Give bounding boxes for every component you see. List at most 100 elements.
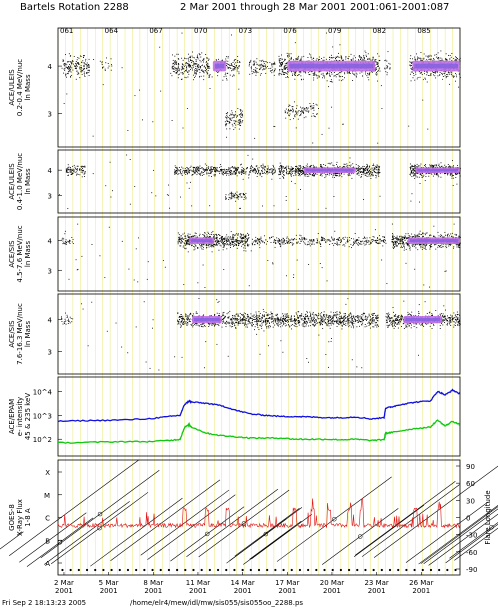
scatter-point: [69, 69, 71, 71]
scatter-point: [413, 245, 415, 247]
scatter-point: [344, 72, 346, 74]
scatter-point: [258, 170, 260, 172]
scatter-point: [230, 169, 231, 171]
scatter-point: [283, 177, 285, 178]
scatter-point: [342, 79, 344, 81]
scatter-point: [237, 241, 239, 243]
scatter-point: [300, 165, 301, 167]
scatter-point: [214, 234, 215, 236]
scatter-point: [67, 208, 69, 210]
scatter-point: [451, 74, 453, 76]
scatter-point: [204, 286, 206, 288]
scatter-point: [159, 46, 161, 48]
scatter-point: [197, 166, 199, 168]
scatter-point: [415, 247, 417, 249]
scatter-point: [384, 68, 386, 70]
title-daterange: 2 Mar 2001 through 28 Mar 2001: [180, 2, 346, 13]
scatter-point: [177, 232, 179, 234]
scatter-point: [336, 59, 338, 61]
scatter-point: [431, 166, 433, 167]
scatter-point: [363, 172, 365, 174]
scatter-point: [332, 173, 334, 175]
scatter-point: [191, 170, 193, 172]
scatter-point: [355, 242, 357, 244]
scatter-point: [80, 71, 82, 73]
scatter-point: [312, 113, 314, 115]
scatter-point: [261, 176, 263, 178]
scatter-point: [196, 54, 198, 56]
panel-ylabel: 0.2-0.4 MeV/nuc: [16, 59, 24, 116]
scatter-point: [212, 230, 214, 232]
scatter-point: [354, 74, 356, 76]
scatter-point: [234, 63, 235, 65]
scatter-point: [424, 180, 426, 182]
scatter-point: [224, 168, 225, 170]
scatter-point: [226, 136, 228, 138]
scatter-point: [302, 170, 303, 172]
scatter-point: [425, 176, 427, 178]
panel-ylabel: ln Mass: [24, 241, 32, 268]
scatter-point: [278, 58, 280, 60]
scatter-point: [296, 171, 298, 173]
scatter-point: [391, 223, 393, 225]
scatter-point: [431, 164, 433, 166]
scatter-point: [312, 164, 314, 166]
scatter-point: [230, 172, 232, 173]
scatter-point: [201, 172, 203, 174]
scatter-point: [181, 57, 183, 59]
scatter-point: [194, 171, 196, 173]
scatter-point: [307, 107, 309, 109]
scatter-point: [264, 68, 266, 70]
scatter-point: [82, 166, 84, 168]
scatter-point: [244, 247, 246, 249]
scatter-point: [342, 76, 344, 77]
scatter-point: [195, 169, 197, 171]
scatter-point: [362, 165, 364, 167]
scatter-point: [379, 70, 381, 72]
scatter-point: [280, 172, 281, 174]
scatter-point: [313, 173, 315, 175]
scatter-point: [369, 237, 371, 239]
scatter-point: [243, 199, 245, 200]
scatter-point: [71, 169, 73, 171]
scatter-point: [370, 171, 372, 173]
scatter-point: [373, 236, 375, 238]
scatter-point: [176, 170, 178, 172]
scatter-point: [68, 69, 70, 71]
scatter-point: [180, 173, 182, 175]
scatter-point: [80, 67, 82, 69]
scatter-point: [351, 59, 353, 61]
scatter-point: [272, 164, 274, 166]
scatter-point: [453, 165, 454, 167]
scatter-point: [329, 73, 331, 75]
scatter-point: [283, 67, 285, 69]
scatter-point: [328, 86, 330, 88]
scatter-point: [198, 67, 200, 68]
scatter-point: [71, 63, 72, 65]
scatter-point: [82, 172, 84, 174]
scatter-point: [205, 244, 207, 246]
scatter-point: [317, 239, 318, 241]
scatter-point: [241, 237, 243, 239]
scatter-point: [269, 238, 271, 240]
scatter-point: [359, 243, 361, 245]
scatter-point: [241, 196, 243, 198]
scatter-point: [307, 243, 309, 245]
scatter-point: [239, 237, 241, 239]
scatter-point: [205, 247, 207, 249]
scatter-point: [226, 78, 227, 80]
scatter-point: [83, 63, 85, 65]
scatter-point: [238, 65, 240, 66]
scatter-point: [63, 63, 65, 65]
scatter-point: [260, 165, 262, 167]
scatter-point: [234, 234, 236, 236]
scatter-point: [87, 64, 89, 66]
scatter-point: [364, 168, 366, 170]
scatter-point: [85, 72, 87, 74]
scatter-point: [259, 238, 261, 240]
scatter-point: [286, 241, 288, 243]
scatter-point: [67, 67, 69, 69]
scatter-point: [195, 73, 197, 75]
scatter-point: [384, 60, 386, 62]
scatter-point: [279, 167, 281, 169]
